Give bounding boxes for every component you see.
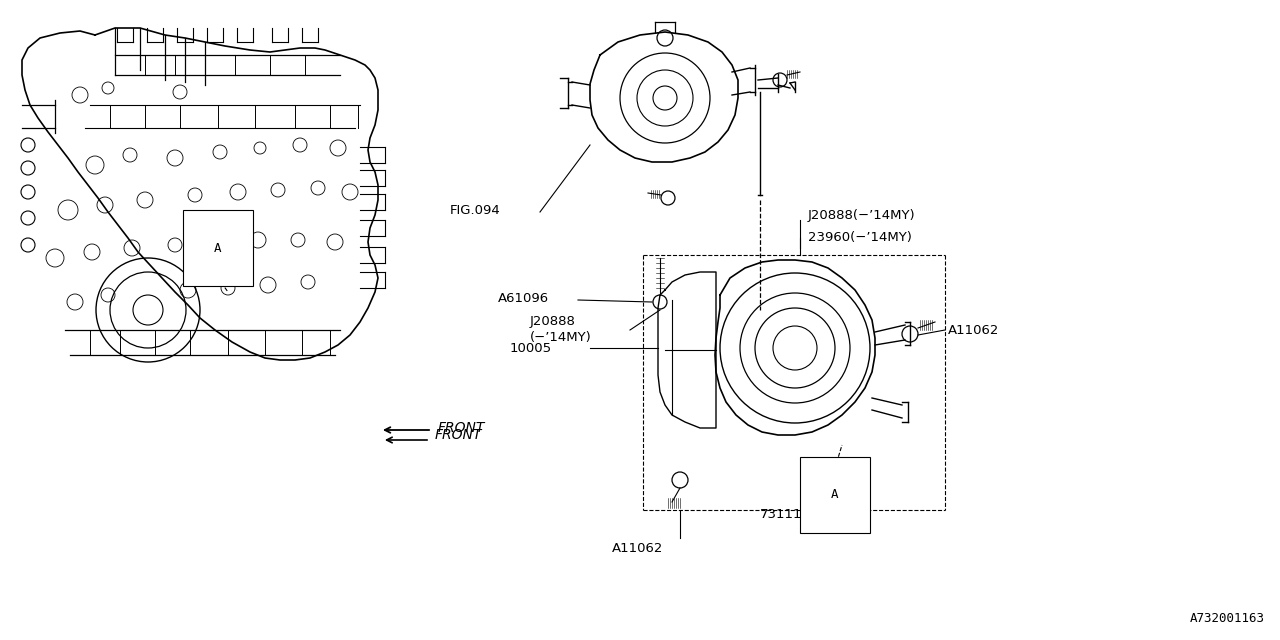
Text: A: A <box>214 241 221 255</box>
Text: A: A <box>831 488 838 502</box>
Text: A732001163: A732001163 <box>1190 612 1265 625</box>
Text: 73111: 73111 <box>760 509 803 522</box>
Text: (−’14MY): (−’14MY) <box>530 332 591 344</box>
Text: A11062: A11062 <box>948 323 1000 337</box>
Text: FRONT: FRONT <box>435 428 483 442</box>
Text: J20888(−’14MY): J20888(−’14MY) <box>808 209 915 221</box>
Text: 23960(−’14MY): 23960(−’14MY) <box>808 232 911 244</box>
Text: FIG.094: FIG.094 <box>451 204 500 216</box>
Text: FRONT: FRONT <box>438 421 485 435</box>
Text: A11062: A11062 <box>612 541 664 554</box>
Text: J20888: J20888 <box>530 316 576 328</box>
Text: A61096: A61096 <box>498 291 549 305</box>
Text: 10005: 10005 <box>509 342 552 355</box>
